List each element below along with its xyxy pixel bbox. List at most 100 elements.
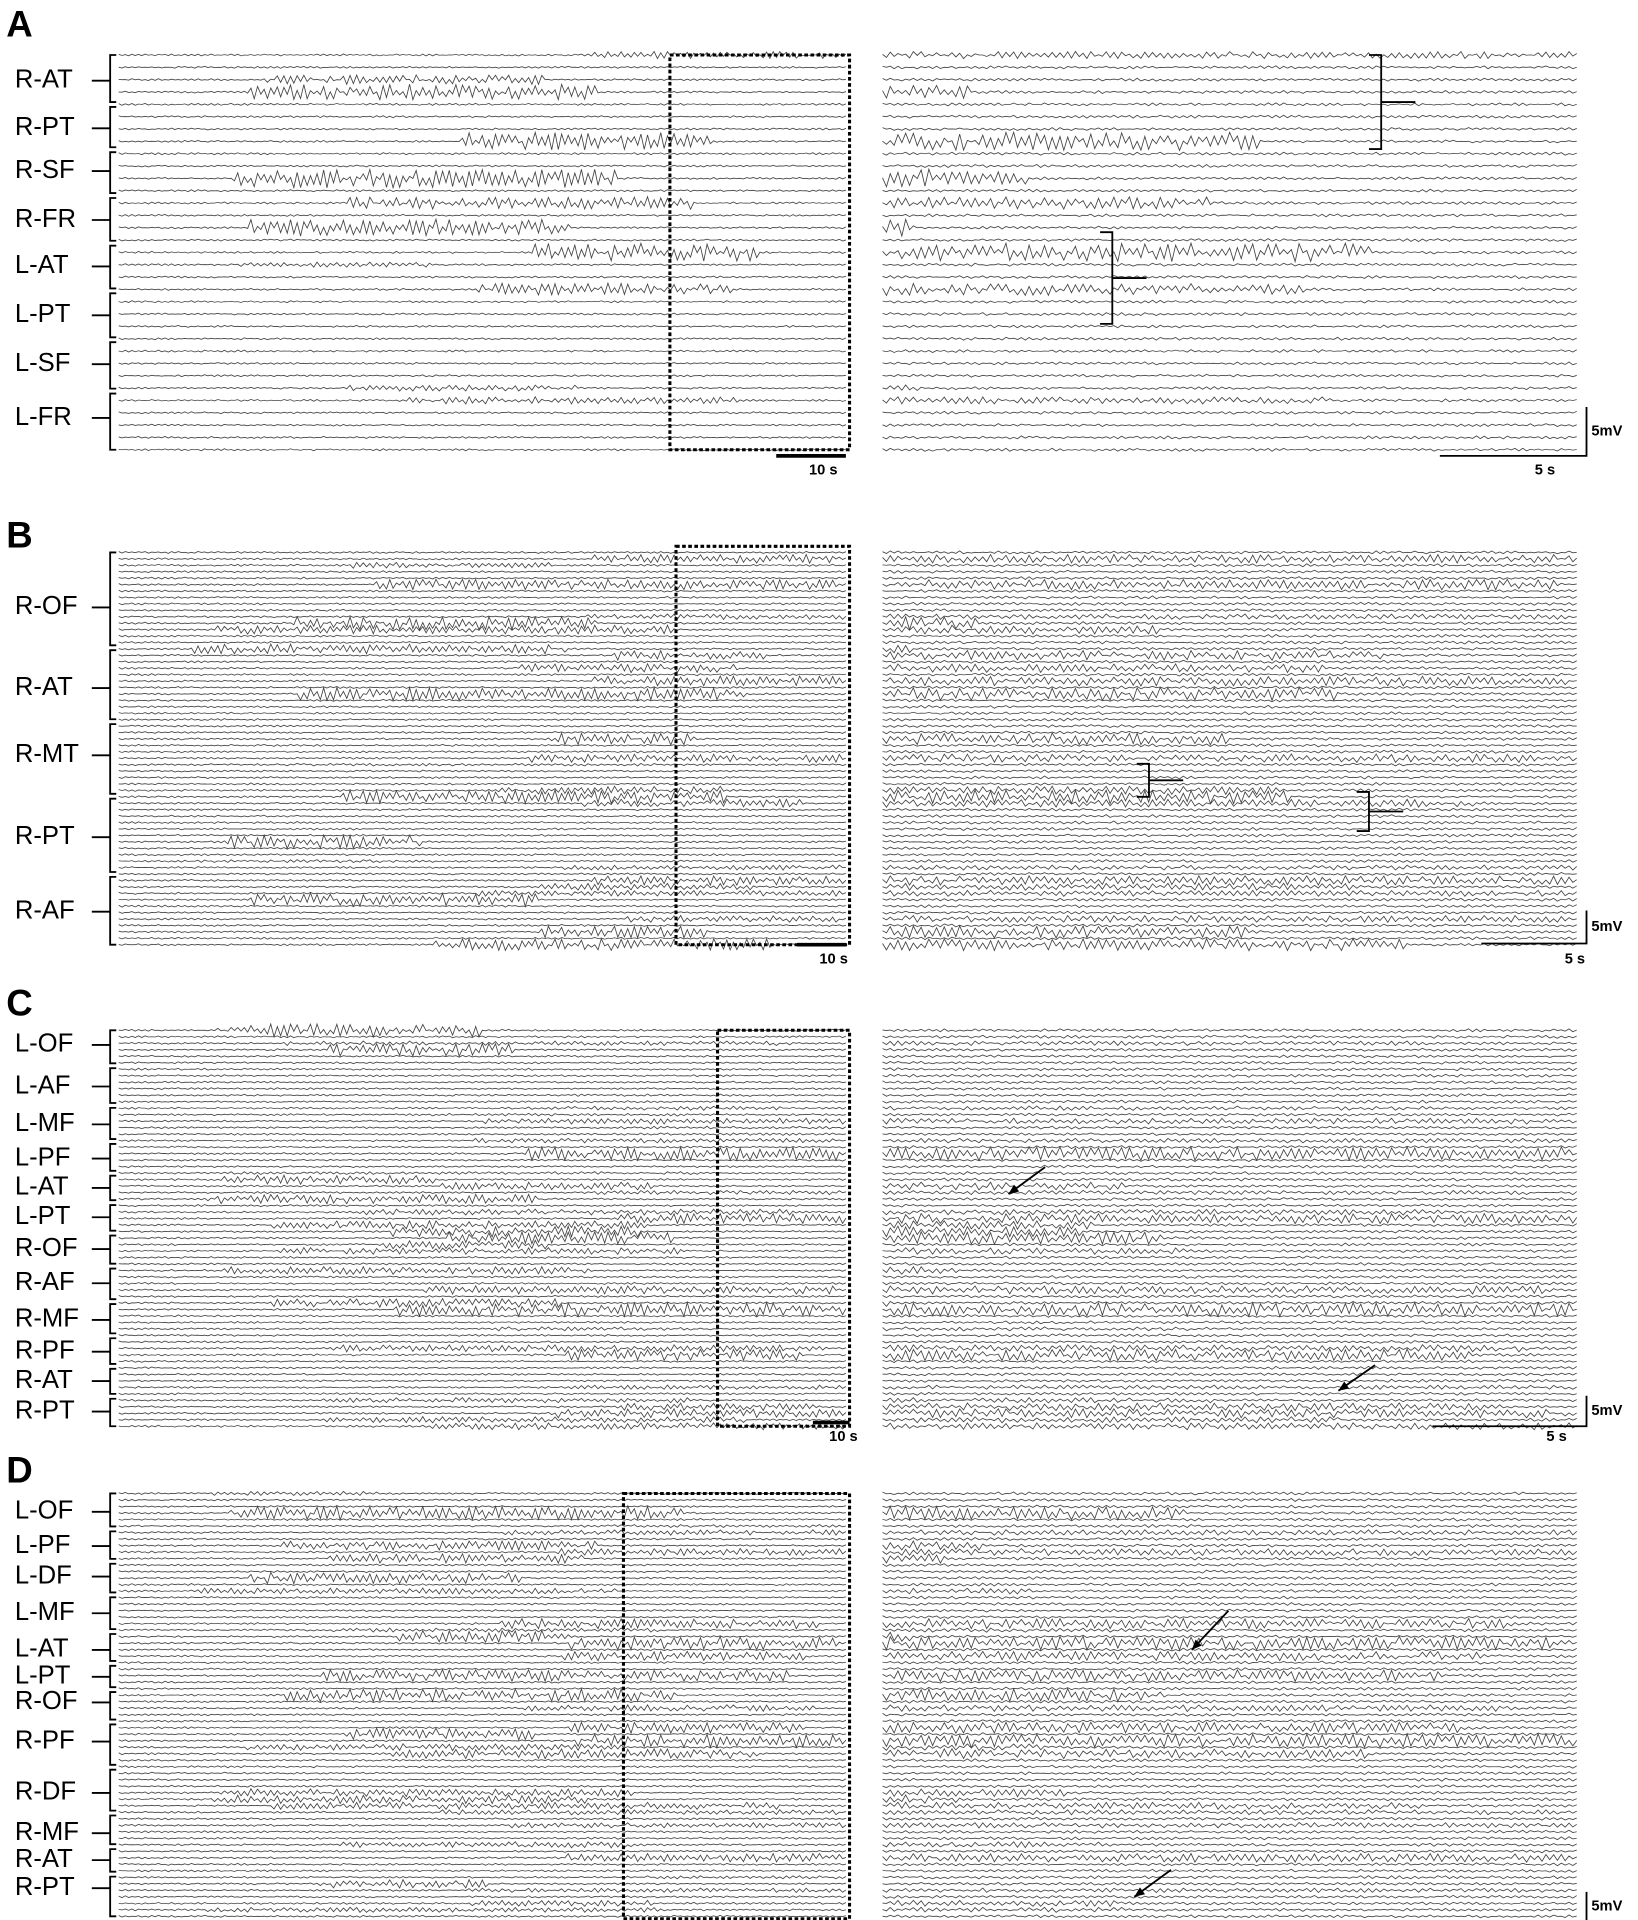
eeg-trace <box>118 924 846 940</box>
channel-bracket <box>91 244 117 290</box>
panel-letter: B <box>6 514 32 555</box>
eeg-trace <box>882 1764 1577 1769</box>
eeg-trace <box>882 1732 1578 1749</box>
eeg-trace <box>118 50 847 60</box>
eeg-trace <box>118 788 846 805</box>
eeg-trace <box>882 859 1577 864</box>
eeg-trace <box>882 282 1577 297</box>
scale-bar <box>1432 1395 1588 1428</box>
eeg-trace <box>118 1895 847 1899</box>
eeg-trace <box>118 675 847 687</box>
eeg-trace <box>118 864 846 871</box>
eeg-trace <box>118 1719 847 1723</box>
eeg-trace <box>882 589 1577 593</box>
panel: C L-OF L-AF L-MF L-PFL-ATL-PT R-OF R-AF R-MF R-P… <box>6 983 1622 1446</box>
eeg-trace <box>882 1899 1577 1908</box>
eeg-trace <box>882 595 1577 600</box>
eeg-trace <box>118 846 847 850</box>
eeg-trace <box>118 1080 846 1084</box>
eeg-trace <box>118 1617 847 1630</box>
eeg-trace <box>882 1028 1577 1033</box>
channel-bracket <box>91 1530 117 1560</box>
voltage-scale-label: 5mV <box>1591 1898 1622 1914</box>
eeg-trace <box>882 1743 1577 1752</box>
eeg-trace <box>118 115 847 119</box>
eeg-trace <box>118 595 846 599</box>
voltage-scale-label: 5mV <box>1591 1403 1622 1419</box>
channel-label: L-PF <box>15 1531 71 1559</box>
eeg-trace <box>882 569 1577 574</box>
eeg-trace <box>118 731 847 747</box>
eeg-trace <box>882 634 1577 638</box>
eeg-trace <box>118 914 847 923</box>
eeg-trace <box>118 1125 847 1130</box>
eeg-trace <box>882 1225 1577 1238</box>
eeg-trace <box>118 1609 847 1613</box>
eeg-trace <box>882 1595 1577 1600</box>
eeg-trace <box>882 1747 1577 1760</box>
eeg-trace <box>882 743 1577 748</box>
eeg-trace <box>882 717 1577 722</box>
eeg-trace <box>882 1339 1577 1344</box>
channel-bracket <box>91 875 117 946</box>
zoom-box <box>621 1491 852 1920</box>
eeg-trace <box>882 1497 1577 1502</box>
eeg-trace <box>882 775 1577 780</box>
eeg-trace <box>882 882 1577 892</box>
eeg-trace <box>882 1365 1577 1370</box>
channel-label: R-PF <box>15 1336 75 1364</box>
channel-label: L-MF <box>15 1598 75 1626</box>
channel-bracket <box>91 1174 117 1202</box>
channel-label: R-DF <box>15 1778 76 1806</box>
zoom-box <box>674 544 852 947</box>
eeg-trace <box>882 1145 1577 1162</box>
eeg-trace <box>882 864 1578 871</box>
eeg-trace <box>118 1841 847 1849</box>
eeg-trace <box>882 1261 1577 1266</box>
eeg-trace <box>118 1784 847 1788</box>
eeg-trace <box>118 1667 847 1671</box>
eeg-trace <box>118 1117 847 1125</box>
eeg-trace <box>118 1204 847 1208</box>
eeg-trace <box>118 561 847 569</box>
eeg-trace <box>882 1255 1577 1260</box>
eeg-trace <box>882 1719 1577 1724</box>
eeg-trace <box>882 1060 1577 1065</box>
eeg-trace <box>882 1569 1577 1574</box>
eeg-trace <box>882 698 1577 703</box>
eeg-trace <box>118 1344 847 1353</box>
eeg-trace <box>118 649 847 662</box>
time-scale-label: 10 s <box>819 951 848 967</box>
eeg-trace <box>882 384 1577 392</box>
eeg-trace <box>118 1230 847 1246</box>
eeg-trace <box>882 1547 1578 1557</box>
eeg-trace <box>882 1208 1577 1216</box>
eeg-trace <box>882 846 1577 851</box>
eeg-trace <box>882 1073 1577 1078</box>
eeg-trace <box>118 1320 846 1324</box>
eeg-trace <box>882 1699 1577 1704</box>
eeg-trace <box>118 1384 847 1391</box>
eeg-trace <box>118 724 846 728</box>
eeg-trace <box>118 1040 847 1047</box>
eeg-trace <box>118 337 847 341</box>
eeg-trace <box>882 1517 1577 1522</box>
eeg-trace <box>118 1294 847 1298</box>
eeg-trace <box>118 1224 846 1239</box>
eeg-trace <box>882 167 1577 188</box>
eeg-trace <box>882 1034 1577 1039</box>
eeg-trace <box>882 1080 1577 1085</box>
eeg-trace <box>118 782 847 786</box>
eeg-trace <box>118 1743 847 1752</box>
eeg-trace <box>882 675 1577 687</box>
eeg-trace <box>118 1596 847 1600</box>
eeg-trace <box>118 349 847 353</box>
eeg-trace <box>118 891 846 909</box>
eeg-trace <box>118 1093 847 1097</box>
eeg-trace <box>882 1093 1577 1098</box>
eeg-trace <box>882 624 1577 635</box>
eeg-trace <box>118 589 847 593</box>
eeg-trace <box>882 423 1577 428</box>
channel-label: R-AF <box>15 1268 75 1296</box>
eeg-trace <box>118 833 846 850</box>
